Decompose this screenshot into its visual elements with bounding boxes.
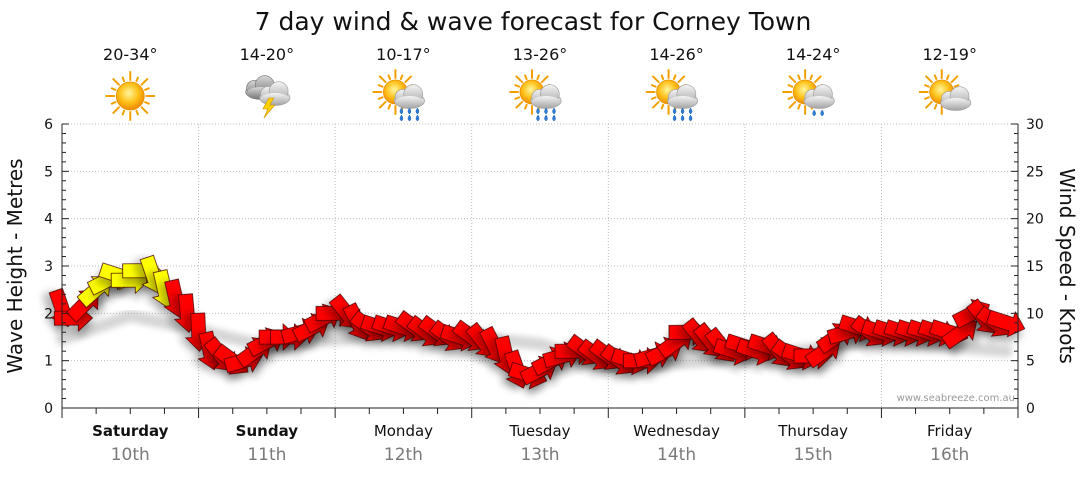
y2-tick-label: 10 bbox=[1026, 306, 1044, 322]
day-temperature: 14-26° bbox=[649, 45, 704, 64]
sun-cloud-light-rain-icon bbox=[782, 69, 835, 117]
day-name: Monday bbox=[374, 422, 433, 440]
y-tick-label: 2 bbox=[44, 306, 53, 322]
day-date: 13th bbox=[520, 445, 559, 465]
wind-series bbox=[48, 254, 1026, 390]
day-date: 12th bbox=[384, 445, 423, 465]
day-name: Wednesday bbox=[633, 422, 720, 440]
sun-cloud-icon bbox=[918, 69, 972, 115]
wave-height-line bbox=[56, 309, 1013, 374]
y-axis-label: Wave Height - Metres bbox=[3, 158, 27, 373]
day-name: Sunday bbox=[236, 422, 299, 440]
y-tick-label: 0 bbox=[44, 401, 53, 417]
day-date: 11th bbox=[247, 445, 286, 465]
day-temperature: 14-20° bbox=[240, 45, 295, 64]
day-name: Tuesday bbox=[508, 422, 570, 440]
axes: 0 1 2 3 4 5 6 0 5 10 15 20 25 30 bbox=[44, 117, 1044, 418]
y2-tick-label: 15 bbox=[1026, 259, 1044, 275]
day-temperature: 12-19° bbox=[922, 45, 977, 64]
day-temperature: 14-24° bbox=[786, 45, 841, 64]
sun-cloud-rain-icon bbox=[645, 69, 699, 122]
thunderstorm-icon bbox=[245, 75, 291, 119]
y2-tick-label: 30 bbox=[1026, 117, 1044, 133]
y2-tick-label: 20 bbox=[1026, 212, 1044, 228]
watermark: www.seabreeze.com.au bbox=[897, 393, 1015, 404]
day-date: 14th bbox=[657, 445, 696, 465]
sun-cloud-rain-icon bbox=[372, 69, 425, 122]
y2-tick-label: 0 bbox=[1026, 401, 1035, 417]
day-name: Friday bbox=[927, 422, 973, 440]
y2-tick-label: 5 bbox=[1026, 354, 1035, 370]
temperature-row: 20-34° 14-20° 10-17° 13-26° 14-26° 14-24° 12-1… bbox=[103, 45, 977, 64]
wave-series bbox=[56, 309, 1013, 374]
y-tick-label: 6 bbox=[44, 117, 53, 133]
day-date: 10th bbox=[111, 445, 150, 465]
sun-cloud-rain-icon bbox=[509, 69, 562, 122]
day-date: 15th bbox=[794, 445, 833, 465]
y-tick-label: 5 bbox=[44, 164, 53, 180]
y-tick-label: 4 bbox=[44, 212, 53, 228]
sunny-icon bbox=[105, 71, 156, 121]
chart-title: 7 day wind & wave forecast for Corney To… bbox=[255, 7, 812, 36]
day-labels: Saturday 10th Sunday 11th Monday 12th Tuesday 1… bbox=[92, 422, 972, 465]
day-date: 16th bbox=[930, 445, 969, 465]
day-name: Thursday bbox=[777, 422, 848, 440]
day-temperature: 13-26° bbox=[513, 45, 568, 64]
weather-icon-row bbox=[105, 69, 972, 122]
day-temperature: 10-17° bbox=[376, 45, 431, 64]
day-temperature: 20-34° bbox=[103, 45, 158, 64]
day-name: Saturday bbox=[92, 422, 169, 440]
y2-tick-label: 25 bbox=[1026, 164, 1044, 180]
y-tick-label: 3 bbox=[44, 259, 53, 275]
y-tick-label: 1 bbox=[44, 354, 53, 370]
y2-axis-label: Wind Speed - Knots bbox=[1055, 168, 1079, 364]
